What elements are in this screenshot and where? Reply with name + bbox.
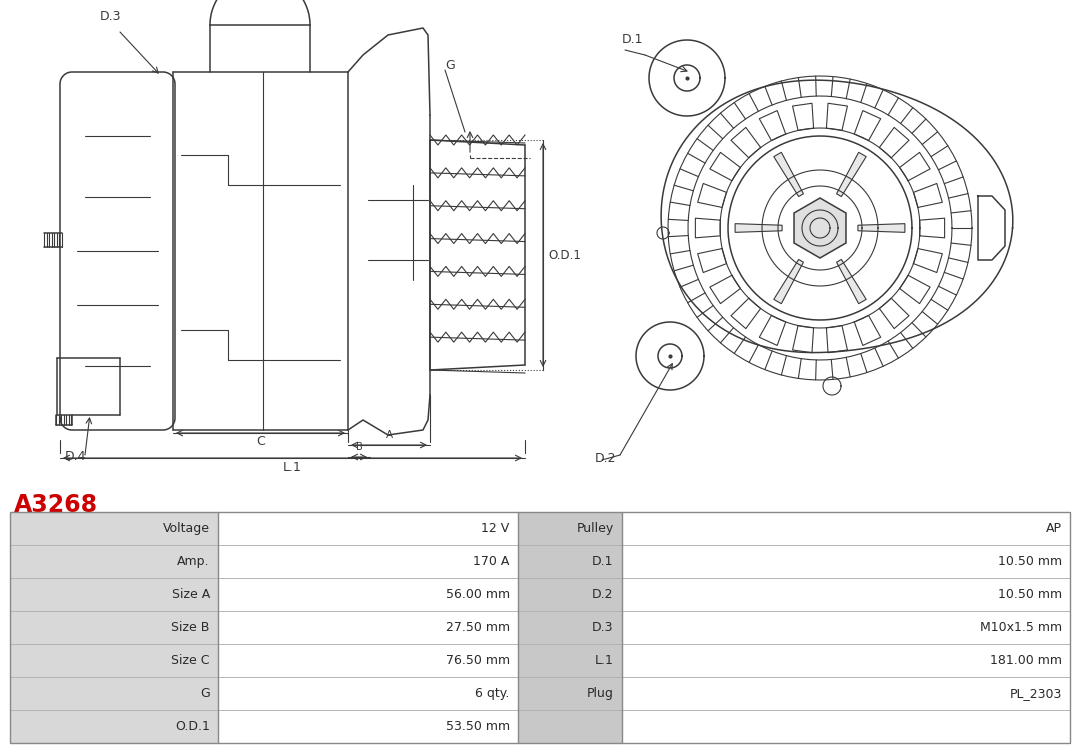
Text: 10.50 mm: 10.50 mm bbox=[998, 588, 1062, 601]
Bar bbox=[218, 611, 517, 644]
Text: 53.50 mm: 53.50 mm bbox=[446, 720, 510, 733]
Bar bbox=[517, 545, 622, 578]
Bar bbox=[622, 578, 1070, 611]
Text: G: G bbox=[445, 59, 455, 72]
Text: 170 A: 170 A bbox=[473, 555, 510, 568]
Text: B: B bbox=[355, 442, 363, 452]
Text: C: C bbox=[256, 435, 265, 448]
Text: O.D.1: O.D.1 bbox=[548, 248, 581, 261]
Text: L.1: L.1 bbox=[595, 654, 613, 667]
Text: A3268: A3268 bbox=[14, 493, 98, 517]
Bar bbox=[622, 545, 1070, 578]
Bar bbox=[517, 512, 622, 545]
Text: 56.00 mm: 56.00 mm bbox=[446, 588, 510, 601]
Bar bbox=[622, 710, 1070, 743]
Polygon shape bbox=[858, 224, 905, 233]
Text: AP: AP bbox=[1047, 522, 1062, 535]
Text: D.1: D.1 bbox=[592, 555, 613, 568]
Text: L.1: L.1 bbox=[283, 461, 302, 474]
Polygon shape bbox=[837, 152, 866, 197]
Bar bbox=[218, 578, 517, 611]
Bar bbox=[218, 677, 517, 710]
Text: Amp.: Amp. bbox=[177, 555, 210, 568]
Bar bbox=[10, 677, 218, 710]
Text: 76.50 mm: 76.50 mm bbox=[446, 654, 510, 667]
Bar bbox=[10, 512, 218, 545]
Text: Plug: Plug bbox=[586, 687, 613, 700]
Bar bbox=[10, 578, 218, 611]
Text: O.D.1: O.D.1 bbox=[175, 720, 210, 733]
Text: M10x1.5 mm: M10x1.5 mm bbox=[980, 621, 1062, 634]
Text: Voltage: Voltage bbox=[163, 522, 210, 535]
Text: D.4: D.4 bbox=[65, 450, 86, 463]
Bar bbox=[517, 611, 622, 644]
Text: Size A: Size A bbox=[172, 588, 210, 601]
Text: 181.00 mm: 181.00 mm bbox=[990, 654, 1062, 667]
Text: PL_2303: PL_2303 bbox=[1010, 687, 1062, 700]
Bar bbox=[218, 545, 517, 578]
Text: G: G bbox=[200, 687, 210, 700]
Text: 12 V: 12 V bbox=[482, 522, 510, 535]
Bar bbox=[622, 677, 1070, 710]
Polygon shape bbox=[773, 152, 804, 197]
Text: 6 qty.: 6 qty. bbox=[475, 687, 510, 700]
Bar bbox=[10, 710, 218, 743]
Text: D.1: D.1 bbox=[622, 33, 644, 46]
Bar bbox=[10, 611, 218, 644]
Text: D.3: D.3 bbox=[100, 10, 121, 23]
Bar bbox=[622, 611, 1070, 644]
Bar bbox=[517, 578, 622, 611]
Polygon shape bbox=[837, 260, 866, 303]
Bar bbox=[517, 677, 622, 710]
Bar bbox=[218, 644, 517, 677]
Bar bbox=[517, 710, 622, 743]
Text: D.2: D.2 bbox=[592, 588, 613, 601]
Bar bbox=[10, 545, 218, 578]
Text: A: A bbox=[386, 430, 392, 440]
Text: Size B: Size B bbox=[172, 621, 210, 634]
Bar bbox=[10, 512, 1070, 743]
Polygon shape bbox=[735, 224, 782, 233]
Bar bbox=[517, 644, 622, 677]
Bar bbox=[10, 644, 218, 677]
Bar bbox=[622, 512, 1070, 545]
Text: D.2: D.2 bbox=[595, 452, 617, 465]
Text: 10.50 mm: 10.50 mm bbox=[998, 555, 1062, 568]
Bar bbox=[218, 710, 517, 743]
Text: Pulley: Pulley bbox=[577, 522, 613, 535]
Text: 27.50 mm: 27.50 mm bbox=[446, 621, 510, 634]
Text: D.3: D.3 bbox=[592, 621, 613, 634]
Polygon shape bbox=[794, 198, 846, 258]
Bar bbox=[622, 644, 1070, 677]
Polygon shape bbox=[773, 260, 804, 303]
Text: Size C: Size C bbox=[172, 654, 210, 667]
Bar bbox=[218, 512, 517, 545]
